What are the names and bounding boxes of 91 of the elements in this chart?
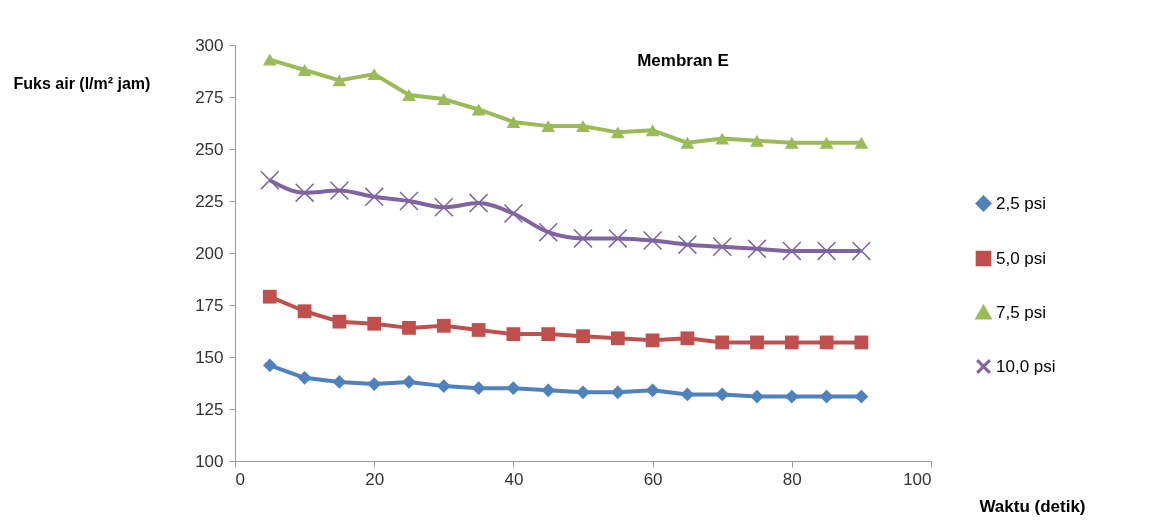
point xyxy=(816,241,837,261)
point xyxy=(642,230,663,251)
point xyxy=(297,63,312,76)
point xyxy=(645,383,660,398)
point xyxy=(610,385,625,400)
legend-label: 10,0 psi xyxy=(996,356,1056,376)
point xyxy=(294,182,315,203)
point xyxy=(471,323,486,337)
y-tick-label: 275 xyxy=(195,87,224,107)
point xyxy=(819,389,834,404)
point xyxy=(750,335,764,350)
y-tick-label: 100 xyxy=(195,451,224,471)
y-tick-label: 225 xyxy=(195,191,224,211)
point xyxy=(541,383,556,398)
x-tick-label: 60 xyxy=(643,469,663,489)
chart-title: Membran E xyxy=(637,51,729,70)
point xyxy=(747,239,767,259)
point xyxy=(262,289,277,304)
legend-label: 2,5 psi xyxy=(996,193,1047,213)
point xyxy=(784,335,799,350)
point xyxy=(715,335,730,350)
point xyxy=(784,389,799,404)
point xyxy=(541,120,556,133)
y-tick-label: 175 xyxy=(195,295,224,315)
point xyxy=(645,124,660,137)
point xyxy=(436,379,451,394)
point xyxy=(610,331,625,346)
x-tick-label: 100 xyxy=(903,469,932,489)
legend-label: 7,5 psi xyxy=(996,302,1047,322)
x-tick-label: 20 xyxy=(365,469,385,489)
point xyxy=(262,53,277,66)
point xyxy=(332,314,347,329)
y-tick-label: 125 xyxy=(195,399,224,419)
legend-label: 5,0 psi xyxy=(996,248,1047,268)
point xyxy=(297,304,312,319)
point xyxy=(715,132,730,145)
point xyxy=(332,375,347,389)
point xyxy=(576,329,590,344)
point xyxy=(468,193,489,213)
point xyxy=(506,115,521,128)
point xyxy=(750,134,764,147)
point xyxy=(750,389,764,404)
x-tick-label: 40 xyxy=(504,469,524,489)
point xyxy=(436,318,451,333)
point xyxy=(576,385,590,400)
y-tick-label: 250 xyxy=(195,139,224,159)
point xyxy=(402,320,416,335)
point xyxy=(712,237,732,257)
point xyxy=(367,377,382,391)
x-axis-title: Waktu (detik) xyxy=(979,496,1086,516)
point xyxy=(367,68,382,81)
y-tick-label: 200 xyxy=(195,243,224,263)
point xyxy=(608,228,628,249)
point xyxy=(329,180,350,201)
point xyxy=(260,170,280,190)
point xyxy=(680,136,695,149)
point xyxy=(506,381,521,396)
x-tick-label: 80 xyxy=(782,469,802,489)
point xyxy=(434,197,454,217)
point xyxy=(576,120,590,133)
point xyxy=(297,370,312,385)
point xyxy=(573,228,593,249)
point xyxy=(332,74,347,87)
point xyxy=(503,203,524,224)
y-tick-label: 150 xyxy=(195,347,224,367)
point xyxy=(436,93,451,106)
point xyxy=(367,316,382,331)
x-tick-label: 0 xyxy=(235,469,245,489)
point xyxy=(645,333,660,348)
point xyxy=(610,126,625,139)
point xyxy=(784,136,799,149)
point xyxy=(680,387,695,402)
y-tick-label: 300 xyxy=(195,35,224,55)
y-axis-title: Fuks air (l/m² jam) xyxy=(13,74,151,92)
point xyxy=(262,358,277,373)
point xyxy=(538,222,558,242)
point xyxy=(471,381,486,396)
point xyxy=(854,389,869,404)
point xyxy=(399,191,419,211)
point xyxy=(364,187,384,207)
point xyxy=(402,88,416,101)
point xyxy=(782,241,802,261)
point xyxy=(715,387,730,402)
point xyxy=(541,327,556,342)
point xyxy=(851,241,872,261)
point xyxy=(677,234,698,255)
point xyxy=(680,331,695,346)
point xyxy=(854,136,869,149)
point xyxy=(471,103,486,116)
point xyxy=(819,136,834,149)
point xyxy=(506,327,521,342)
